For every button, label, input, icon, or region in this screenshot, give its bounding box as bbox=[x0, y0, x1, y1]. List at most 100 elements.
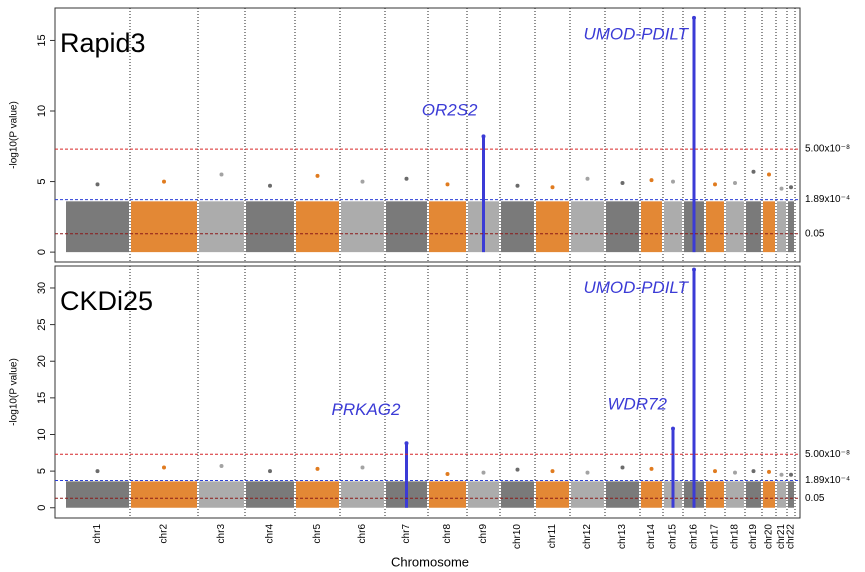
threshold-label: 1.89x10⁻⁴ bbox=[805, 194, 850, 205]
snp-band bbox=[66, 201, 129, 253]
snp-band bbox=[131, 201, 197, 253]
snp-band bbox=[706, 201, 724, 253]
snp-band bbox=[726, 201, 744, 253]
x-tick-label: chr21 bbox=[776, 524, 787, 549]
y-tick-label: 5 bbox=[36, 468, 48, 474]
peak-point bbox=[550, 185, 555, 190]
peak-point bbox=[713, 182, 717, 187]
peak-point bbox=[671, 426, 675, 431]
x-tick-label: chr13 bbox=[617, 524, 628, 549]
gene-label: UMOD-PDILT bbox=[583, 24, 689, 43]
peak-point bbox=[620, 180, 625, 185]
threshold-label: 5.00x10⁻⁸ bbox=[805, 449, 850, 460]
peak-point bbox=[404, 441, 409, 446]
peak-point bbox=[445, 472, 450, 477]
snp-band bbox=[341, 201, 384, 253]
x-tick-label: chr7 bbox=[401, 524, 412, 544]
y-tick-label: 25 bbox=[36, 318, 48, 330]
snp-band bbox=[788, 201, 794, 253]
peak-point bbox=[515, 467, 520, 472]
peak-point bbox=[95, 469, 100, 474]
snp-band bbox=[571, 481, 604, 508]
snp-band bbox=[131, 481, 197, 508]
snp-band bbox=[199, 201, 244, 253]
snp-band bbox=[536, 481, 569, 508]
peak-point bbox=[751, 469, 756, 474]
x-tick-label: chr17 bbox=[710, 524, 721, 549]
gene-label: UMOD-PDILT bbox=[583, 278, 689, 297]
x-tick-label: chr15 bbox=[668, 524, 679, 549]
peak-point bbox=[713, 469, 717, 474]
peak-point bbox=[789, 472, 793, 477]
y-tick-label: 15 bbox=[36, 34, 48, 46]
y-tick-label: 20 bbox=[36, 355, 48, 367]
peak-point bbox=[585, 470, 590, 475]
snp-band bbox=[641, 481, 662, 508]
peak-point bbox=[692, 267, 696, 272]
peak-point bbox=[315, 173, 320, 178]
snp-band bbox=[606, 481, 639, 508]
peak-point bbox=[268, 183, 272, 188]
snp-band bbox=[763, 201, 775, 253]
peak-point bbox=[515, 183, 520, 188]
y-tick-label: 10 bbox=[36, 428, 48, 440]
snp-band bbox=[468, 481, 499, 508]
snp-band bbox=[777, 481, 786, 508]
threshold-label: 5.00x10⁻⁸ bbox=[805, 144, 850, 155]
panel-title: CKDi25 bbox=[60, 286, 153, 316]
y-tick-label: 0 bbox=[36, 249, 48, 255]
x-tick-label: chr12 bbox=[582, 524, 593, 549]
peak-point bbox=[751, 169, 756, 174]
peak-point bbox=[445, 182, 450, 187]
x-tick-label: chr11 bbox=[547, 524, 558, 549]
x-tick-label: chr4 bbox=[265, 524, 276, 544]
peak-point bbox=[268, 469, 272, 474]
peak-point bbox=[779, 472, 784, 477]
peak-point bbox=[550, 469, 555, 474]
y-tick-label: 0 bbox=[36, 505, 48, 511]
snp-band bbox=[706, 481, 724, 508]
x-tick-label: chr20 bbox=[764, 524, 775, 549]
peak-point bbox=[481, 470, 486, 475]
x-axis-label: Chromosome bbox=[391, 554, 469, 569]
snp-band bbox=[66, 481, 129, 508]
peak-point bbox=[360, 465, 365, 470]
y-axis-label: -log10(P value) bbox=[9, 358, 20, 426]
snp-band bbox=[296, 481, 339, 508]
snp-band bbox=[501, 201, 534, 253]
snp-band bbox=[788, 481, 794, 508]
peak-point bbox=[219, 172, 224, 177]
x-tick-label: chr2 bbox=[159, 524, 170, 544]
x-tick-label: chr1 bbox=[92, 524, 103, 544]
snp-band bbox=[341, 481, 384, 508]
y-tick-label: 30 bbox=[36, 282, 48, 294]
snp-band bbox=[199, 481, 244, 508]
peak-point bbox=[585, 176, 590, 181]
x-tick-label: chr5 bbox=[312, 524, 323, 544]
panel-title: Rapid3 bbox=[60, 28, 146, 58]
snp-band bbox=[664, 201, 682, 253]
peak-point bbox=[360, 179, 365, 184]
y-tick-label: 10 bbox=[36, 105, 48, 117]
peak-point bbox=[95, 182, 100, 187]
snp-band bbox=[296, 201, 339, 253]
peak-point bbox=[733, 180, 737, 185]
x-tick-label: chr10 bbox=[512, 524, 523, 549]
peak-point bbox=[219, 463, 224, 468]
peak-point bbox=[779, 186, 784, 191]
gene-label: WDR72 bbox=[607, 395, 667, 414]
snp-band bbox=[641, 201, 662, 253]
x-tick-label: chr16 bbox=[689, 524, 700, 549]
peak-point bbox=[404, 176, 409, 181]
x-tick-label: chr9 bbox=[478, 524, 489, 544]
snp-band bbox=[246, 201, 294, 253]
peak-point bbox=[481, 134, 486, 139]
peak-point bbox=[162, 465, 166, 470]
peak-point bbox=[315, 466, 320, 471]
threshold-label: 0.05 bbox=[805, 228, 825, 239]
peak-point bbox=[733, 470, 737, 475]
peak-point bbox=[649, 466, 654, 471]
y-axis-label: -log10(P value) bbox=[9, 101, 20, 169]
snp-band bbox=[606, 201, 639, 253]
